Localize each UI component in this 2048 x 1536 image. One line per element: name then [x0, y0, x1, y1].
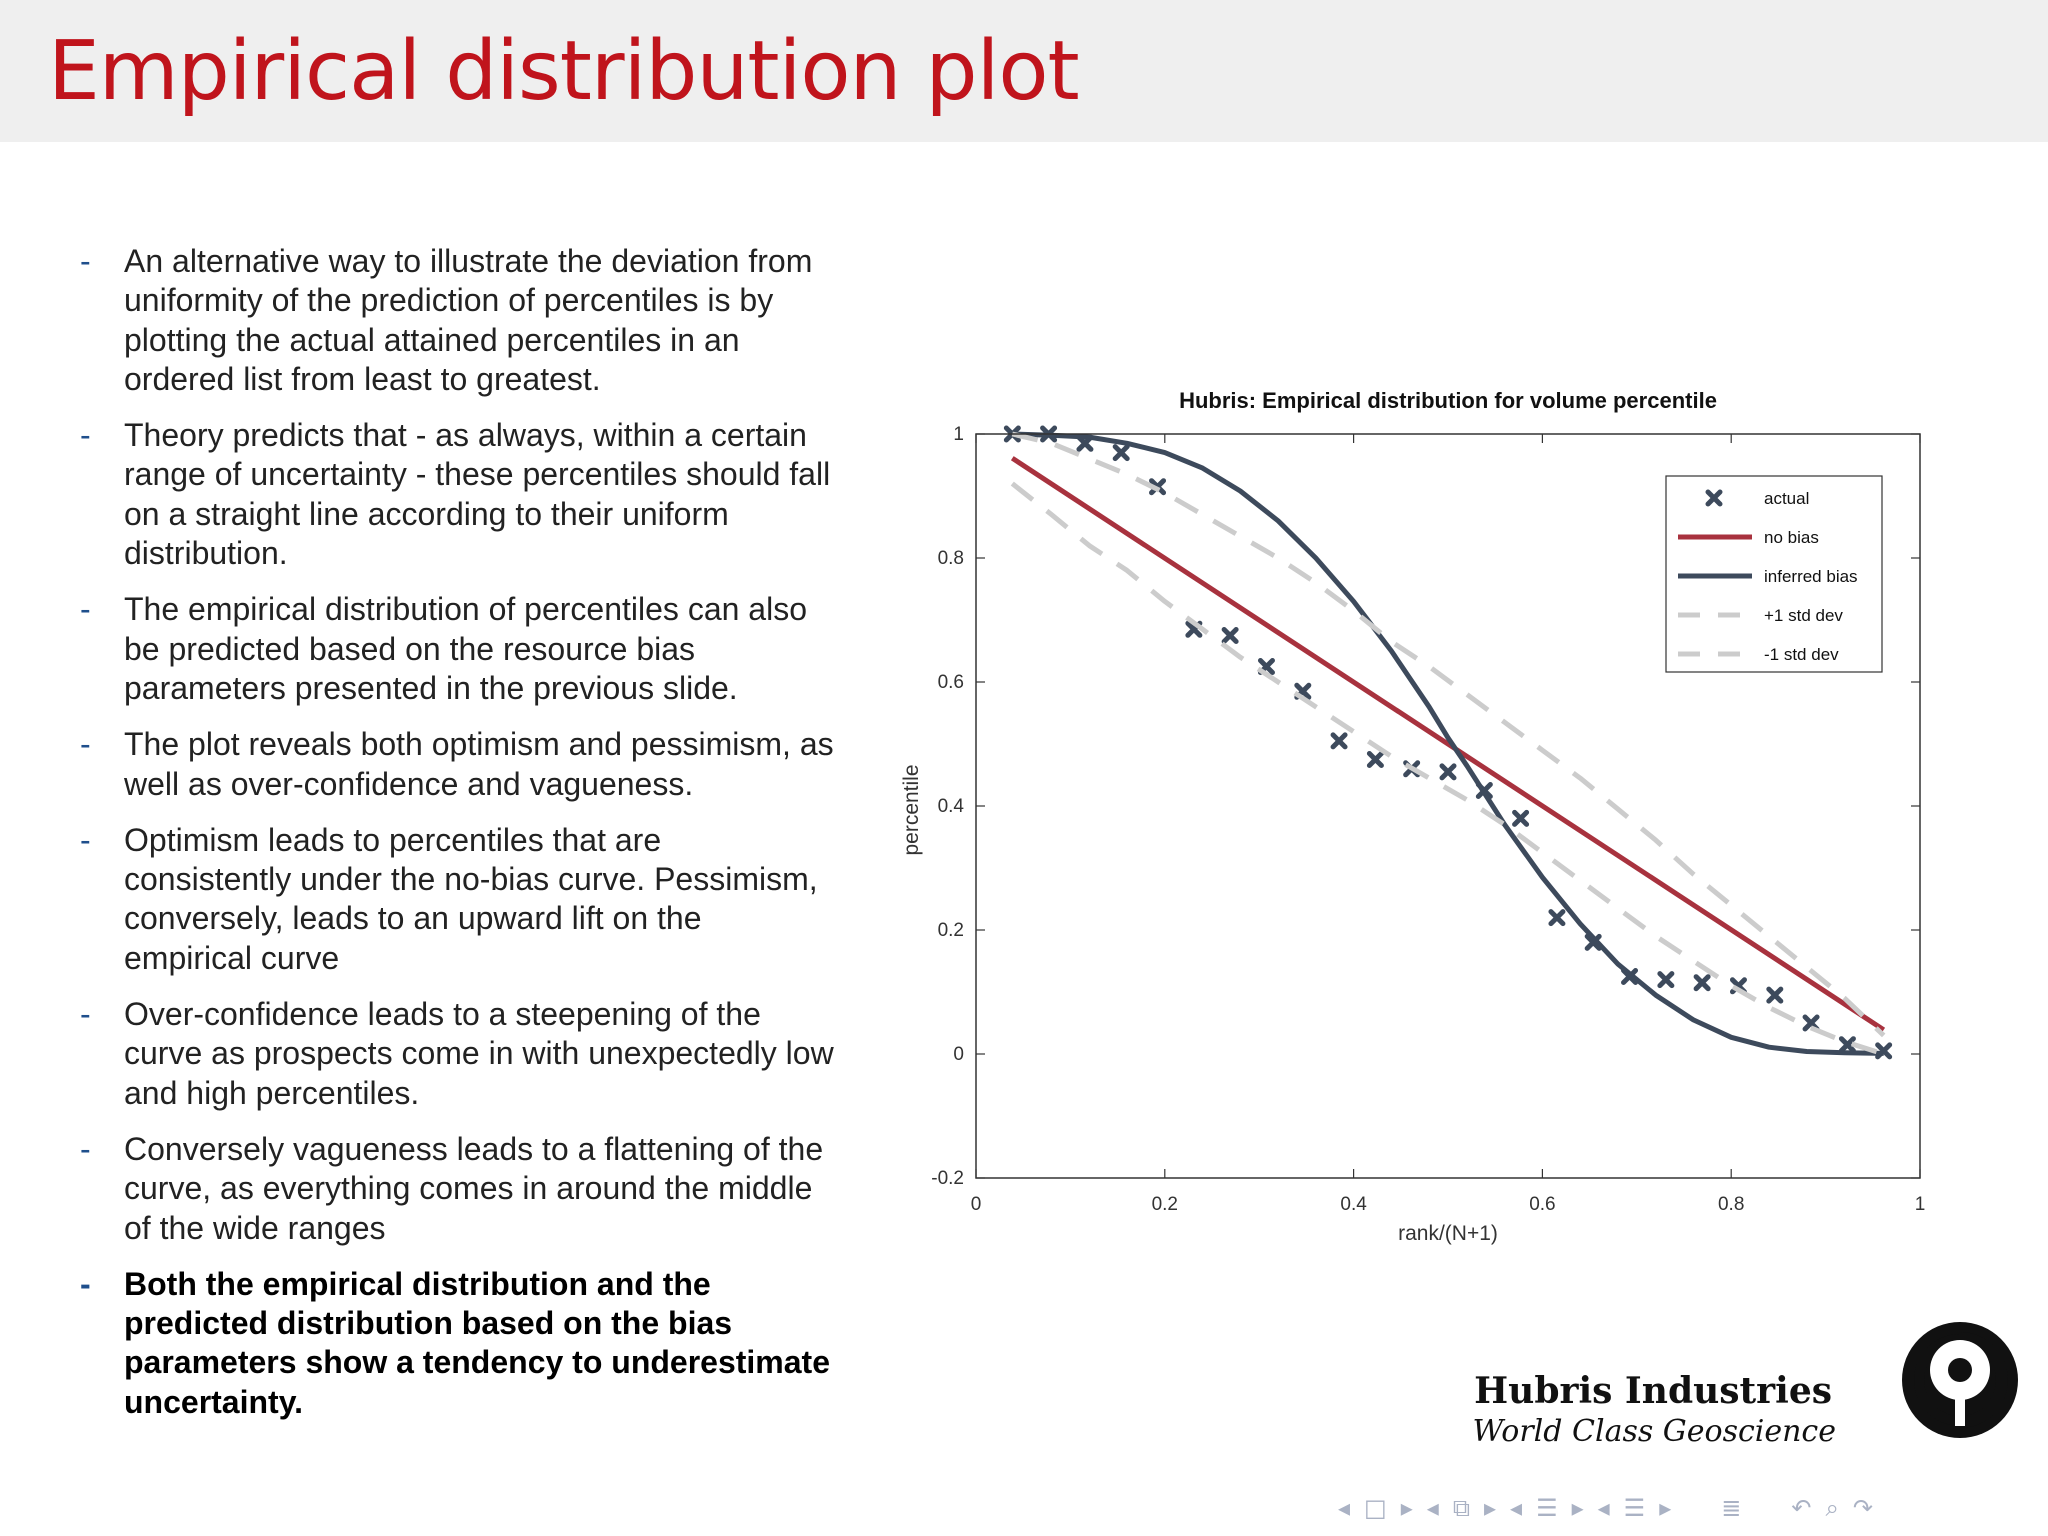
legend-label: +1 std dev: [1764, 606, 1843, 625]
legend-marker-actual: [1705, 489, 1723, 507]
bullet-item: - Over-confidence leads to a steepening o…: [76, 995, 836, 1113]
x-tick-label: 0.8: [1718, 1194, 1744, 1215]
data-point-actual: [1766, 986, 1784, 1004]
x-axis-label: rank/(N+1): [1398, 1222, 1498, 1245]
series-line--1-std-dev: [1011, 431, 1886, 1038]
series-line--1-std-dev: [1010, 481, 1885, 1057]
bullet-text: The plot reveals both optimism and pessi…: [124, 726, 834, 802]
bullet-text: Conversely vagueness leads to a flatteni…: [124, 1130, 824, 1246]
data-point-actual: [1330, 732, 1348, 750]
title-bar: Empirical distribution plot: [0, 0, 2048, 142]
nav-prev-arrow-icon[interactable]: ◂: [1597, 1494, 1610, 1522]
data-point-actual: [1657, 971, 1675, 989]
slide-title: Empirical distribution plot: [48, 24, 1080, 119]
legend-label: inferred bias: [1764, 567, 1858, 586]
logo-mark-icon: [1902, 1322, 2018, 1438]
chart-container: Hubris: Empirical distribution for volum…: [880, 370, 1940, 1270]
y-tick-label: -0.2: [931, 1168, 964, 1189]
bullet-text: Optimism leads to percentiles that are c…: [124, 821, 818, 976]
presentation-navigation: ◂ □ ▸ ◂ ⧉ ▸ ◂ ☰ ▸ ◂ ☰ ▸ ≣ ↶ ⌕ ↷: [1338, 1490, 2038, 1526]
data-point-actual: [1112, 444, 1130, 462]
x-tick-label: 1: [1915, 1194, 1926, 1215]
nav-section-icon[interactable]: ☰: [1536, 1494, 1558, 1522]
nav-next-arrow-icon[interactable]: ▸: [1483, 1494, 1497, 1522]
y-tick-label: 1: [953, 424, 964, 445]
bullet-marker: -: [80, 996, 91, 1033]
bullet-text: Over-confidence leads to a steepening of…: [124, 996, 834, 1111]
nav-frame-icon[interactable]: □: [1364, 1494, 1387, 1522]
series-line-no-bias: [1010, 456, 1886, 1032]
bullet-marker: -: [80, 591, 91, 628]
bullet-item: - Conversely vagueness leads to a flatten…: [76, 1130, 836, 1248]
bullet-item: - Theory predicts that - as always, withi…: [76, 416, 836, 573]
nav-prev-arrow-icon[interactable]: ◂: [1426, 1494, 1439, 1522]
y-tick-label: 0.4: [938, 796, 965, 817]
data-point-actual: [1512, 809, 1530, 827]
y-tick-label: 0.6: [938, 672, 964, 693]
bullet-marker: -: [80, 1130, 91, 1167]
nav-next-arrow-icon[interactable]: ▸: [1659, 1494, 1672, 1522]
bullet-item-conclusion: - Both the empirical distribution and the…: [76, 1265, 836, 1422]
company-logo: Hubris Industries World Class Geoscience: [1472, 1320, 2020, 1450]
bullet-item: - The empirical distribution of percentil…: [76, 590, 836, 708]
x-tick-label: 0: [971, 1194, 982, 1215]
nav-prev-arrow-icon[interactable]: ◂: [1510, 1494, 1523, 1522]
nav-search-icon[interactable]: ⌕: [1825, 1494, 1839, 1522]
bullet-list: - An alternative way to illustrate the de…: [76, 242, 836, 1439]
x-tick-label: 0.2: [1152, 1194, 1178, 1215]
chart-title: Hubris: Empirical distribution for volum…: [1179, 388, 1717, 413]
nav-next-arrow-icon[interactable]: ▸: [1571, 1494, 1584, 1522]
bullet-item: - The plot reveals both optimism and pess…: [76, 725, 836, 804]
x-tick-label: 0.6: [1529, 1194, 1555, 1215]
x-tick-label: 0.4: [1340, 1194, 1367, 1215]
data-point-actual: [1838, 1036, 1856, 1054]
bullet-marker: -: [80, 821, 91, 858]
bullet-marker: -: [80, 1265, 91, 1302]
logo-tagline: World Class Geoscience: [1472, 1414, 1836, 1449]
empirical-distribution-chart: Hubris: Empirical distribution for volum…: [900, 388, 1926, 1245]
series-line-inferred-bias: [1012, 431, 1884, 1056]
nav-back-icon[interactable]: ↶: [1791, 1494, 1812, 1522]
bullet-item: - Optimism leads to percentiles that are …: [76, 821, 836, 978]
data-point-actual: [1366, 751, 1384, 768]
bullet-marker: -: [80, 243, 91, 279]
y-tick-label: 0.2: [938, 920, 964, 941]
bullet-item: - An alternative way to illustrate the de…: [76, 242, 836, 399]
nav-toc-icon[interactable]: ≣: [1721, 1494, 1742, 1522]
nav-next-arrow-icon[interactable]: ▸: [1400, 1494, 1413, 1522]
data-point-actual: [1439, 763, 1457, 781]
legend-label: actual: [1764, 489, 1809, 508]
legend-label: no bias: [1764, 528, 1819, 547]
data-point-actual: [1693, 974, 1711, 992]
bullet-marker: -: [80, 417, 91, 454]
nav-prev-arrow-icon[interactable]: ◂: [1338, 1494, 1351, 1522]
bullet-text: Both the empirical distribution and the …: [124, 1265, 830, 1420]
data-point-actual: [1548, 909, 1566, 927]
logo-name: Hubris Industries: [1474, 1370, 1832, 1412]
data-point-actual: [1221, 627, 1239, 644]
bullet-text: Theory predicts that - as always, within…: [124, 417, 831, 572]
nav-subsection-icon[interactable]: ☰: [1623, 1494, 1646, 1522]
y-tick-label: 0: [953, 1044, 964, 1065]
bullet-text: The empirical distribution of percentile…: [124, 591, 807, 706]
nav-slides-icon[interactable]: ⧉: [1452, 1494, 1470, 1522]
bullet-marker: -: [80, 726, 91, 763]
legend-label: -1 std dev: [1764, 645, 1839, 664]
y-tick-label: 0.8: [938, 548, 964, 569]
nav-forward-icon[interactable]: ↷: [1852, 1494, 1874, 1522]
bullet-text: An alternative way to illustrate the dev…: [124, 243, 813, 397]
y-axis-label: percentile: [900, 764, 923, 855]
